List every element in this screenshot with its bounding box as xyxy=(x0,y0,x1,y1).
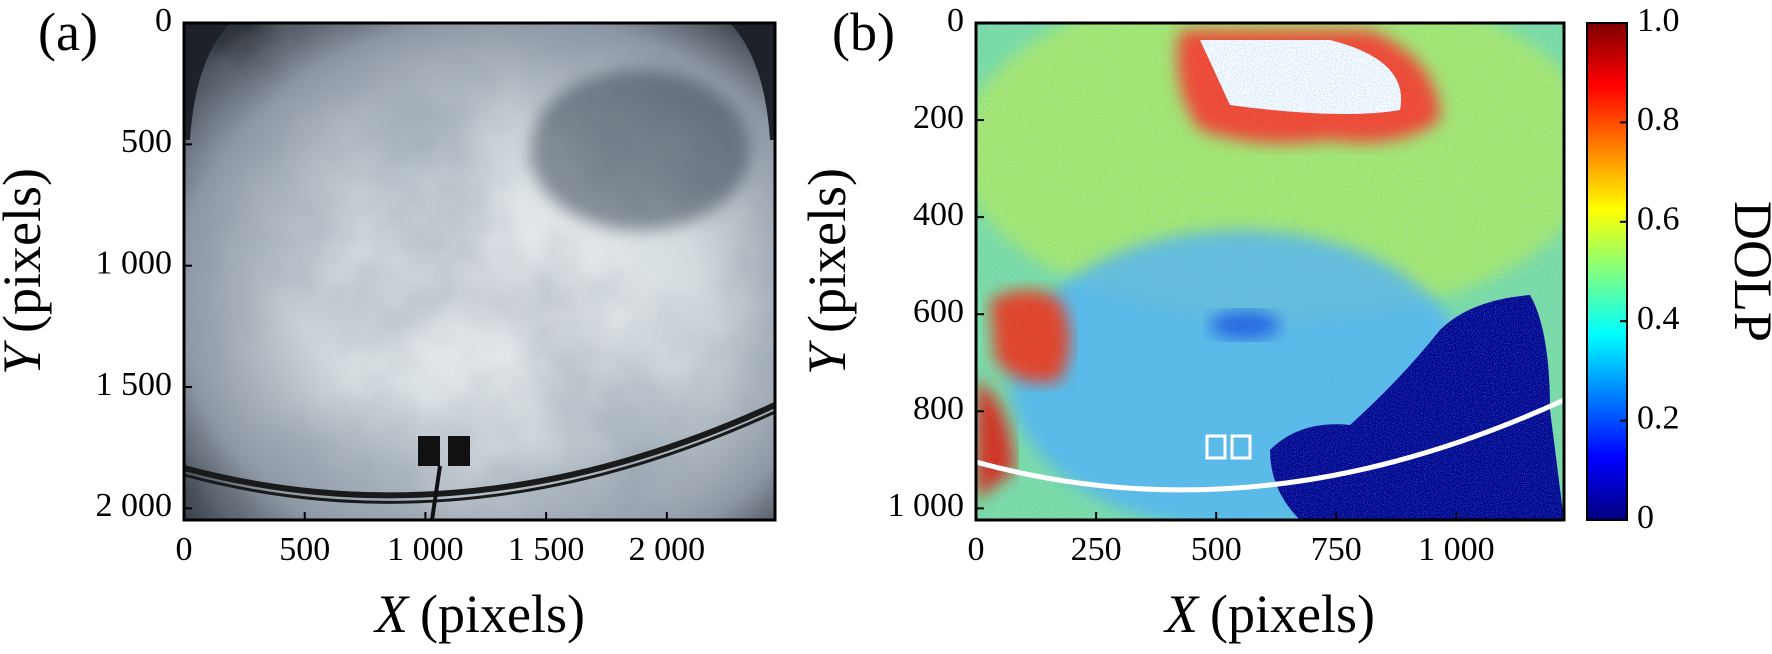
colorbar-label: DOLP xyxy=(1723,201,1772,342)
y-tick-label: 200 xyxy=(913,99,964,136)
y-tick-label: 500 xyxy=(121,123,172,160)
colorbar xyxy=(1587,23,1627,520)
x-tick-label: 1 000 xyxy=(1418,531,1495,568)
x-tick-label: 2 000 xyxy=(629,531,706,568)
x-tick-label: 750 xyxy=(1311,531,1362,568)
x-axis-label: X (pixels) xyxy=(1163,584,1375,644)
y-tick-label: 0 xyxy=(947,2,964,39)
x-tick-label: 250 xyxy=(1071,531,1122,568)
x-axis-unit: (pixels) xyxy=(420,584,585,644)
y-tick-label: 1 000 xyxy=(888,487,965,524)
colorbar-frame xyxy=(1586,22,1628,521)
y-tick-label: 1 500 xyxy=(96,366,173,403)
x-axis-unit: (pixels) xyxy=(1210,584,1375,644)
y-tick-label: 400 xyxy=(913,196,964,233)
x-axis-var: X xyxy=(1163,584,1200,644)
y-axis-label: Y (pixels) xyxy=(797,168,857,375)
y-axis-var: Y xyxy=(0,340,52,375)
x-tick-label: 0 xyxy=(176,531,193,568)
x-tick-label: 1 000 xyxy=(387,531,464,568)
dolp-image xyxy=(976,23,1564,520)
y-tick-label: 600 xyxy=(913,293,964,330)
colorbar-tick-label: 0.6 xyxy=(1637,201,1680,238)
x-tick-label: 0 xyxy=(968,531,985,568)
x-axis-var: X xyxy=(373,584,410,644)
plot-frame xyxy=(182,21,777,522)
plot-frame xyxy=(974,21,1566,522)
y-tick-label: 0 xyxy=(155,2,172,39)
y-tick-label: 2 000 xyxy=(96,487,173,524)
colorbar-tick-label: 0.2 xyxy=(1637,399,1680,436)
x-tick-label: 500 xyxy=(1191,531,1242,568)
x-axis-label: X (pixels) xyxy=(373,584,585,644)
colorbar-tick-label: 1.0 xyxy=(1637,2,1680,39)
x-tick-label: 500 xyxy=(279,531,330,568)
colorbar-tick-label: 0.4 xyxy=(1637,300,1680,337)
y-axis-unit: (pixels) xyxy=(0,168,52,333)
y-tick-label: 800 xyxy=(913,390,964,427)
panel-label: (a) xyxy=(38,2,98,62)
panel-label: (b) xyxy=(832,2,895,62)
colorbar-tick-label: 0 xyxy=(1637,499,1654,536)
y-axis-var: Y xyxy=(797,340,857,375)
x-tick-label: 1 500 xyxy=(508,531,585,568)
y-axis-label: Y (pixels) xyxy=(0,168,52,375)
colorbar-tick-label: 0.8 xyxy=(1637,101,1680,138)
y-tick-label: 1 000 xyxy=(96,244,173,281)
y-axis-unit: (pixels) xyxy=(797,168,857,333)
sky-image xyxy=(184,23,775,520)
